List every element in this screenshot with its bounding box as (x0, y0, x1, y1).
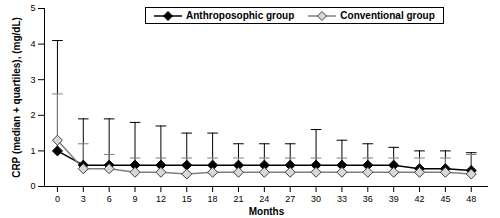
svg-text:15: 15 (182, 194, 192, 204)
svg-text:45: 45 (440, 194, 450, 204)
svg-text:0: 0 (30, 181, 35, 191)
svg-text:27: 27 (285, 194, 295, 204)
svg-text:6: 6 (107, 194, 112, 204)
svg-text:42: 42 (415, 194, 425, 204)
svg-text:2: 2 (30, 110, 35, 120)
svg-text:4: 4 (30, 39, 35, 49)
svg-text:30: 30 (311, 194, 321, 204)
html-text:Anthroposophic group: Anthroposophic group (186, 10, 295, 21)
svg-text:48: 48 (466, 194, 476, 204)
svg-text:3: 3 (81, 194, 86, 204)
svg-text:24: 24 (259, 194, 269, 204)
svg-text:9: 9 (133, 194, 138, 204)
svg-text:33: 33 (337, 194, 347, 204)
html-text:Conventional group: Conventional group (340, 10, 435, 21)
svg-text:1: 1 (30, 146, 35, 156)
svg-text:39: 39 (389, 194, 399, 204)
svg-text:21: 21 (233, 194, 243, 204)
svg-text:18: 18 (208, 194, 218, 204)
svg-text:12: 12 (156, 194, 166, 204)
svg-text:CRP (median + quartiles), (mg/: CRP (median + quartiles), (mg/dL) (11, 17, 22, 178)
svg-text:5: 5 (30, 3, 35, 13)
svg-text:3: 3 (30, 75, 35, 85)
svg-text:0: 0 (55, 194, 60, 204)
svg-text:Months: Months (249, 206, 285, 217)
svg-text:36: 36 (363, 194, 373, 204)
